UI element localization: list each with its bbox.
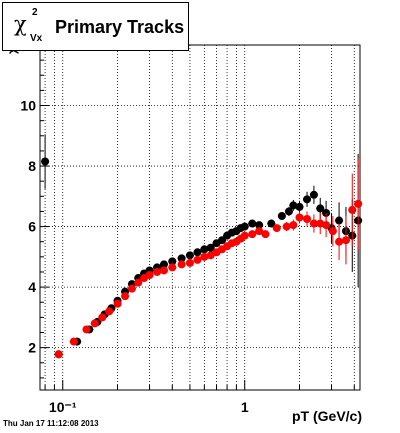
data-point — [168, 257, 177, 266]
data-point — [240, 222, 249, 231]
plot-frame — [39, 44, 361, 391]
title-box: χ 2 Vx Primary Tracks — [2, 2, 189, 51]
data-point — [105, 307, 114, 316]
data-point — [240, 231, 249, 240]
data-point — [295, 202, 304, 211]
data-point — [284, 207, 293, 216]
grid-lines — [40, 45, 360, 390]
data-point — [348, 205, 357, 214]
data-point — [248, 230, 257, 239]
data-point — [200, 245, 209, 254]
data-point — [90, 319, 99, 328]
data-point — [185, 251, 194, 260]
title-subscript: Vx — [30, 33, 43, 44]
y-tick-label: 4 — [28, 279, 36, 295]
data-point — [217, 236, 226, 245]
series-red — [54, 158, 363, 359]
data-point — [303, 215, 312, 224]
title-text: Primary Tracks — [55, 17, 185, 37]
data-point — [54, 350, 63, 359]
data-point — [177, 260, 186, 269]
data-point — [322, 221, 331, 230]
data-point — [159, 260, 168, 269]
data-point — [272, 224, 281, 233]
data-point — [309, 219, 318, 228]
data-point — [335, 216, 344, 225]
y-tick-label: 10 — [20, 98, 36, 114]
x-tick-label: 1 — [241, 399, 249, 415]
data-point — [145, 271, 154, 279]
data-point — [255, 227, 264, 236]
data-point — [185, 258, 194, 267]
data-point — [98, 313, 107, 322]
series-black — [41, 134, 363, 359]
data-point — [134, 278, 143, 287]
data-point — [159, 266, 168, 275]
data-point — [200, 252, 209, 261]
data-point — [153, 267, 162, 276]
data-point — [277, 211, 286, 220]
axes: 2 4 6 8 10 10⁻¹ 1 — [20, 44, 361, 415]
data-point — [328, 227, 337, 236]
data-point — [193, 255, 202, 264]
x-axis-label: pT (GeV/c) — [291, 408, 362, 424]
title-symbol: χ — [14, 12, 27, 36]
data-point — [127, 284, 136, 293]
data-point — [354, 199, 363, 208]
data-point — [267, 219, 276, 228]
data-point — [341, 236, 350, 245]
data-point — [41, 157, 50, 166]
data-point — [248, 219, 257, 228]
data-point — [177, 254, 186, 263]
y-tick-label: 6 — [28, 219, 36, 235]
data-point — [289, 221, 298, 230]
data-point — [309, 190, 318, 199]
title-superscript: 2 — [32, 7, 38, 18]
data-point — [316, 204, 325, 213]
data-point — [168, 263, 177, 272]
data-series — [41, 134, 363, 359]
data-point — [289, 201, 298, 210]
data-point — [255, 221, 264, 230]
data-point — [69, 337, 78, 346]
y-tick-label: 2 — [28, 340, 36, 356]
timestamp-footer: Thu Jan 17 11:12:08 2013 — [3, 419, 99, 428]
data-point — [206, 243, 215, 252]
x-tick-label: 10⁻¹ — [49, 399, 77, 415]
y-tick-label: 8 — [28, 158, 36, 174]
data-point — [303, 195, 312, 204]
data-point — [82, 325, 91, 334]
data-point — [335, 237, 344, 246]
data-point — [282, 222, 291, 231]
data-point — [261, 230, 270, 239]
data-point — [193, 248, 202, 257]
data-point — [295, 213, 304, 222]
data-point — [113, 299, 122, 308]
data-point — [121, 292, 130, 301]
